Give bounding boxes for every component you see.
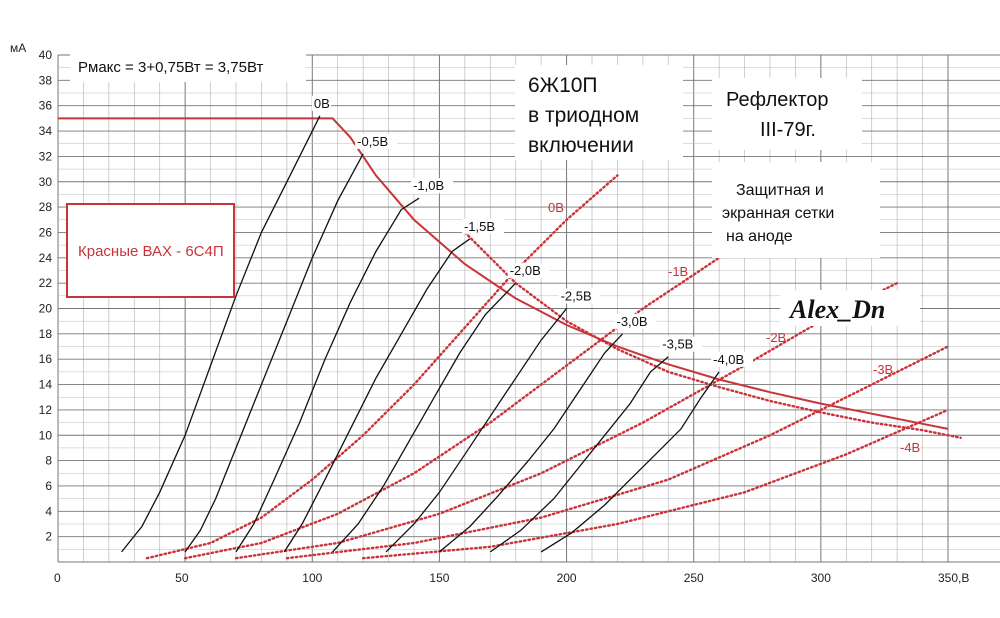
x-tick-label: 200 (557, 571, 577, 585)
curve-label-bg (614, 313, 657, 329)
x-tick-label: 100 (302, 571, 322, 585)
x-tick-label: 50 (175, 571, 189, 585)
red-dotted-label: -3В (873, 362, 893, 377)
curve-label-bg (355, 133, 398, 149)
y-tick-label: 18 (39, 327, 53, 341)
y-tick-label: 22 (39, 276, 53, 290)
note-box (712, 162, 880, 258)
y-unit-label: мА (10, 41, 26, 55)
red-dotted-label: -4В (900, 440, 920, 455)
red-dotted-series (183, 212, 784, 560)
chart-title-line-1: 6Ж10П (528, 74, 598, 97)
y-tick-label: 38 (39, 73, 53, 87)
black-curve-series (489, 356, 669, 553)
y-tick-label: 28 (39, 200, 53, 214)
black-curve-label: -2,0В (510, 263, 541, 278)
y-tick-label: 36 (39, 99, 53, 113)
curve-label-bg (660, 336, 703, 352)
red-dotted-pmax-line (463, 231, 962, 439)
black-curve-series (184, 153, 364, 553)
curve-labels: 0В -1В -2В -3В -4В 0В -0,5В -1,0В -1,5В -2,0В -2,5… (311, 95, 920, 455)
y-tick-label: 12 (39, 403, 53, 417)
title-box (515, 65, 683, 160)
y-tick-label: 16 (39, 352, 53, 366)
source-box (712, 78, 862, 150)
y-tick-label: 8 (45, 454, 52, 468)
black-curve-label: -3,0В (617, 314, 648, 329)
x-tick-label: 250 (684, 571, 704, 585)
x-tick-label: 300 (811, 571, 831, 585)
y-tick-label: 32 (39, 149, 53, 163)
black-curves (121, 115, 720, 553)
black-curve-label: -3,5В (662, 337, 693, 352)
chart-title-line-3: включении (528, 134, 634, 157)
y-tick-label: 10 (39, 428, 53, 442)
curve-label-bg (558, 288, 601, 304)
black-curve-label: -1,0В (413, 178, 444, 193)
red-dotted-series (234, 281, 899, 560)
y-tick-label: 20 (39, 302, 53, 316)
black-curve-label: -1,5В (464, 219, 495, 234)
pmax-text: Pмакс = 3+0,75Вт = 3,75Вт (78, 59, 263, 76)
red-pmax-curve (58, 117, 949, 430)
black-curve-label: 0В (314, 96, 330, 111)
black-curve-label: -2,5В (561, 289, 592, 304)
author-signature: Alex_Dn (788, 295, 885, 324)
x-tick-label: 350,В (938, 571, 969, 585)
x-tick-label: 150 (429, 571, 449, 585)
black-curve-label: -4,0В (713, 352, 744, 367)
black-curve-series (332, 282, 517, 553)
curve-label-bg (711, 351, 754, 367)
red-pmax-solid-line (58, 117, 949, 430)
curve-label-bg (507, 263, 550, 279)
curve-label-bg (461, 218, 504, 234)
red-dotted-series (285, 345, 950, 560)
black-curve-series (438, 333, 623, 553)
tick-labels: 0 50 100 150 200 250 300 350,В24681012141618202… (10, 41, 969, 585)
black-curve-series (540, 371, 720, 553)
y-tick-label: 14 (39, 378, 53, 392)
pmax-box (70, 52, 306, 82)
red-dotted-curves (145, 174, 962, 560)
y-tick-label: 40 (39, 48, 53, 62)
y-tick-label: 34 (39, 124, 53, 138)
note-line-1: Защитная и (736, 182, 824, 199)
red-dotted-label: -2В (766, 330, 786, 345)
y-tick-label: 30 (39, 175, 53, 189)
source-line-1: Рефлектор (726, 89, 829, 111)
x-tick-label: 0 (54, 571, 61, 585)
y-tick-label: 2 (45, 530, 52, 544)
black-curve-label: -0,5В (357, 134, 388, 149)
source-line-2: III-79г. (760, 119, 816, 141)
red-legend-text: Красные ВАХ - 6С4П (78, 243, 224, 260)
red-dotted-label: -1В (668, 264, 688, 279)
note-line-3: на аноде (726, 228, 793, 245)
curve-label-bg (411, 178, 454, 194)
curve-label-bg (311, 95, 332, 111)
y-tick-label: 4 (45, 504, 52, 518)
y-tick-label: 24 (39, 251, 53, 265)
y-tick-label: 26 (39, 225, 53, 239)
y-tick-label: 6 (45, 479, 52, 493)
black-curve-series (283, 238, 471, 553)
black-curve-series (235, 197, 420, 553)
red-legend-box (66, 203, 235, 298)
red-dotted-series (361, 408, 950, 560)
note-line-2: экранная сетки (722, 205, 834, 222)
red-dotted-label: 0В (548, 200, 564, 215)
author-box (780, 290, 920, 326)
chart-title-line-2: в триодном (528, 104, 639, 127)
black-curve-series (121, 115, 321, 553)
black-curve-series (385, 308, 568, 553)
red-dotted-series (145, 174, 619, 560)
